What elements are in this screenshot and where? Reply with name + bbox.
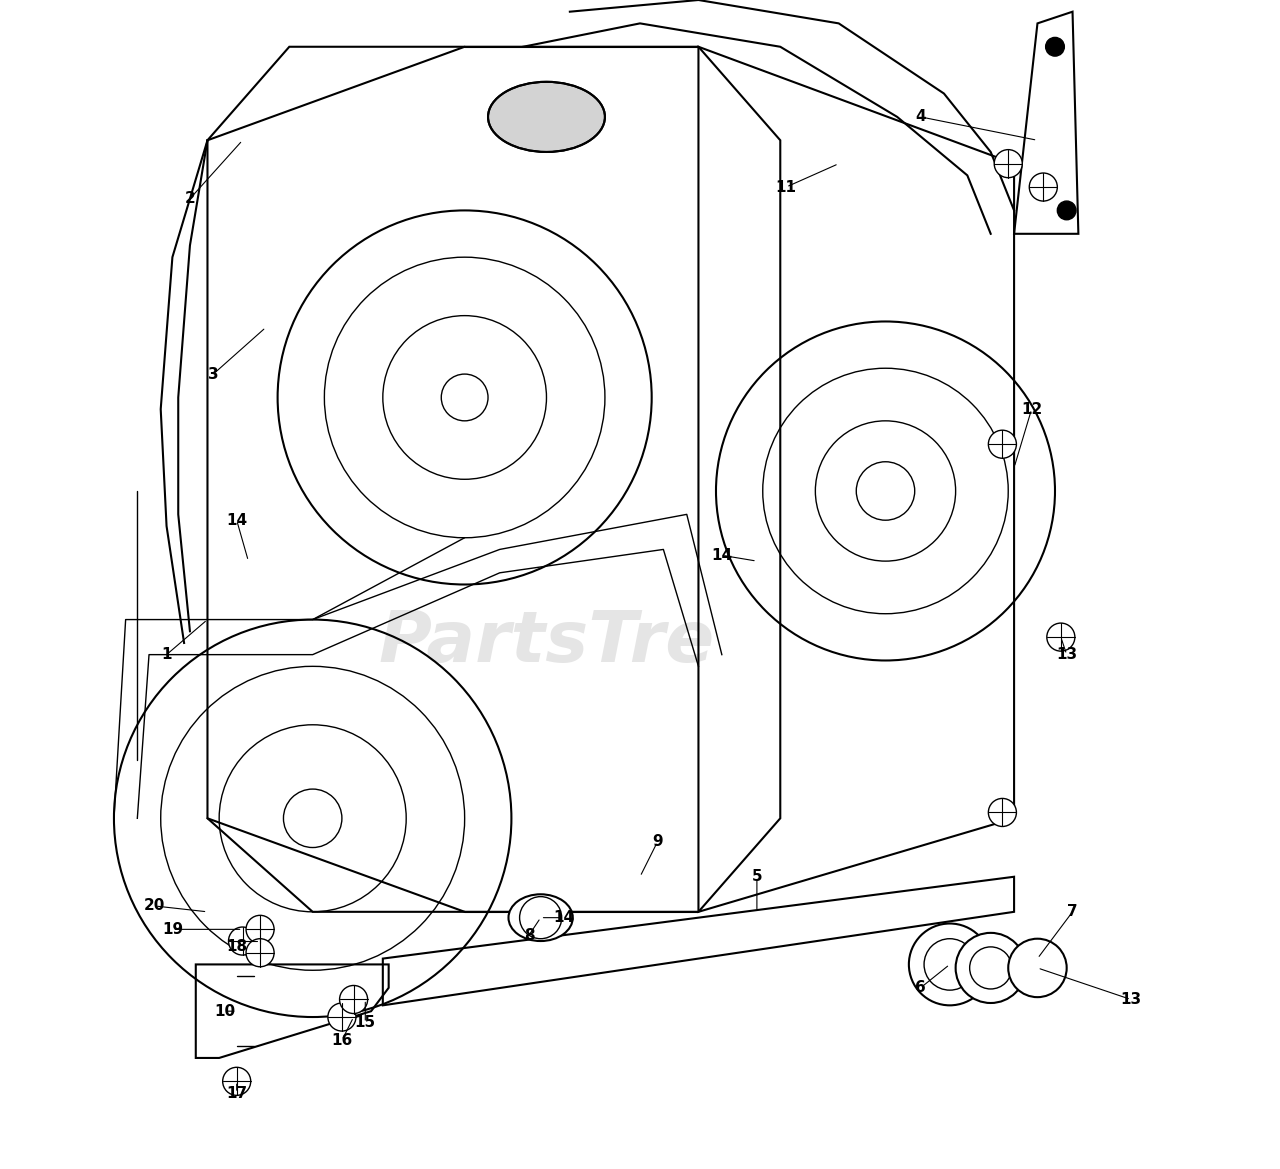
Text: 9: 9 <box>653 835 663 849</box>
Text: 3: 3 <box>209 367 219 381</box>
Circle shape <box>328 1003 356 1031</box>
Text: 4: 4 <box>915 110 925 124</box>
Text: 1: 1 <box>161 648 172 662</box>
Circle shape <box>856 462 915 520</box>
Polygon shape <box>383 877 1014 1005</box>
Circle shape <box>229 927 256 955</box>
Circle shape <box>1057 201 1076 220</box>
Circle shape <box>339 985 367 1014</box>
Text: 7: 7 <box>1068 905 1078 919</box>
Text: 6: 6 <box>915 981 925 995</box>
Ellipse shape <box>508 894 572 941</box>
Circle shape <box>909 924 991 1005</box>
Circle shape <box>442 374 488 421</box>
Circle shape <box>246 915 274 943</box>
Circle shape <box>988 798 1016 826</box>
Circle shape <box>956 933 1025 1003</box>
Text: 15: 15 <box>355 1016 376 1030</box>
Text: 2: 2 <box>184 192 196 206</box>
Text: 20: 20 <box>145 899 165 913</box>
Text: 14: 14 <box>712 548 732 562</box>
Circle shape <box>283 789 342 848</box>
Circle shape <box>1047 623 1075 651</box>
Circle shape <box>988 430 1016 458</box>
Circle shape <box>995 150 1023 178</box>
Text: 18: 18 <box>227 940 247 954</box>
Circle shape <box>246 939 274 967</box>
Circle shape <box>223 1067 251 1095</box>
Text: 16: 16 <box>332 1033 352 1047</box>
Text: 13: 13 <box>1120 992 1142 1007</box>
Text: 10: 10 <box>215 1004 236 1018</box>
Text: 17: 17 <box>227 1086 247 1100</box>
Text: 13: 13 <box>1056 648 1078 662</box>
Text: PartsTre: PartsTre <box>379 608 714 678</box>
Text: 14: 14 <box>227 513 247 527</box>
Circle shape <box>1046 37 1065 56</box>
Text: 12: 12 <box>1021 402 1042 416</box>
Text: 19: 19 <box>161 922 183 936</box>
Text: 5: 5 <box>751 870 762 884</box>
Circle shape <box>1029 173 1057 201</box>
Text: 11: 11 <box>776 180 796 194</box>
Ellipse shape <box>488 82 605 152</box>
Text: 14: 14 <box>553 911 575 925</box>
Circle shape <box>1009 939 1066 997</box>
Text: 8: 8 <box>524 928 534 942</box>
